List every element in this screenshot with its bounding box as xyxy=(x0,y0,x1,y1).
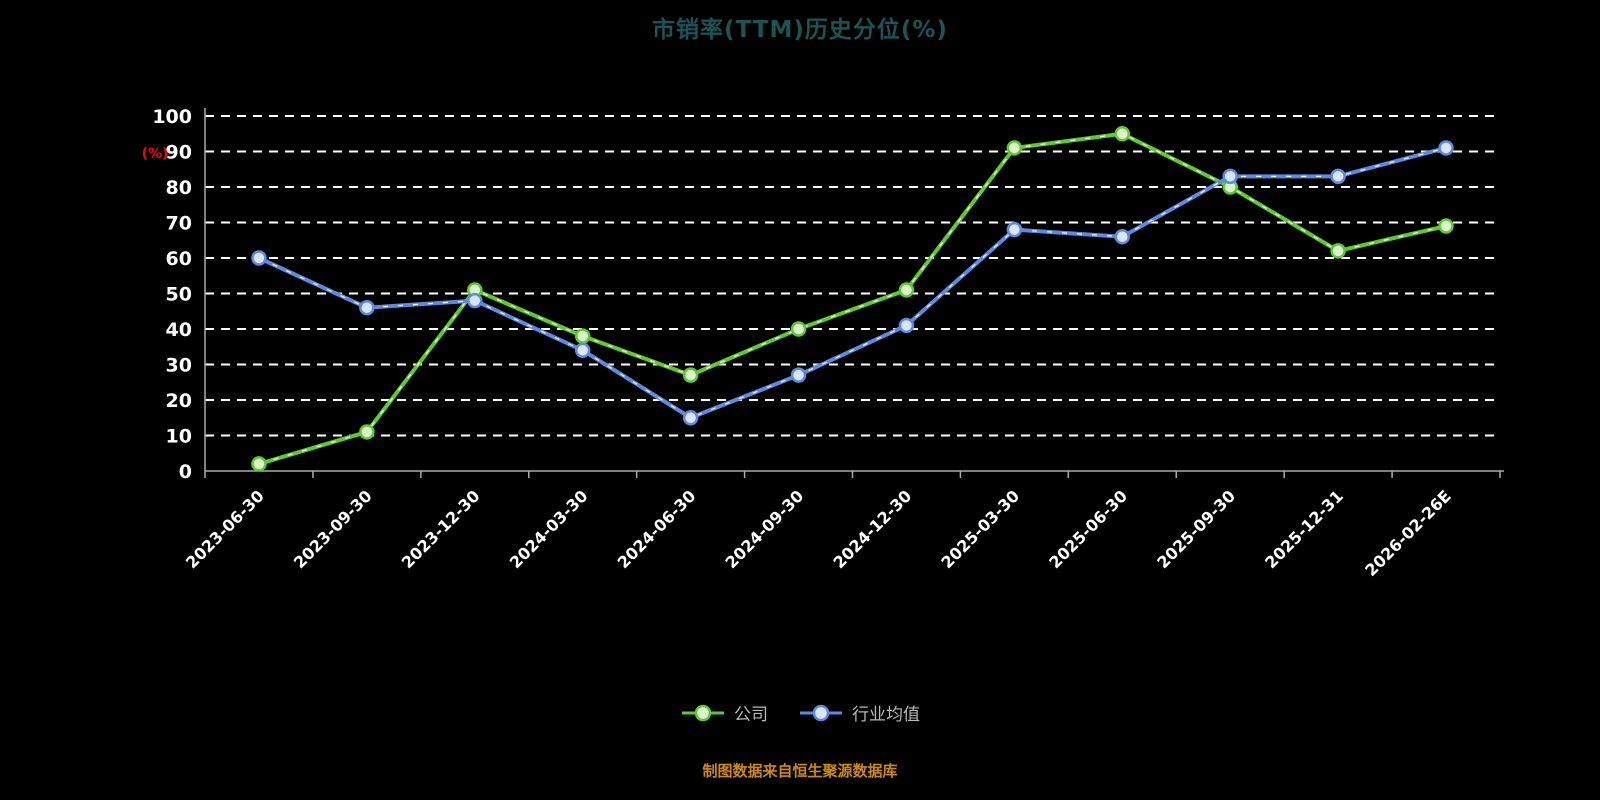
data-point-industry xyxy=(1438,140,1454,156)
data-point-company xyxy=(1114,126,1131,142)
x-tick-label: 2025-09-30 xyxy=(1153,486,1239,572)
y-tick-label: 60 xyxy=(166,248,192,270)
data-point-industry xyxy=(359,299,375,316)
y-tick-label: 10 xyxy=(166,426,192,448)
data-point-company xyxy=(359,424,375,440)
legend-marker-icon xyxy=(800,704,842,721)
data-point-company xyxy=(251,456,267,472)
y-tick-label: 90 xyxy=(166,142,192,164)
data-point-industry xyxy=(467,292,483,309)
y-tick-label: 30 xyxy=(166,355,192,377)
x-tick-label: 2025-03-30 xyxy=(937,486,1023,572)
data-point-company xyxy=(1006,140,1023,156)
x-tick-label: 2023-09-30 xyxy=(290,486,376,572)
data-point-industry xyxy=(682,410,699,426)
x-tick-label: 2026-02-26E xyxy=(1361,486,1455,580)
legend-item-industry[interactable]: 行业均值 xyxy=(798,700,920,725)
y-tick-label: 20 xyxy=(166,390,192,412)
data-point-company xyxy=(1438,218,1454,234)
x-tick-label: 2024-03-30 xyxy=(506,486,592,572)
y-axis-unit-label: (%) xyxy=(142,146,169,162)
x-tick-label: 2023-12-30 xyxy=(398,486,484,572)
x-tick-label: 2025-06-30 xyxy=(1045,486,1131,572)
data-point-industry xyxy=(251,250,267,266)
data-point-company xyxy=(1330,243,1346,259)
data-point-industry xyxy=(790,367,807,383)
data-point-company xyxy=(682,367,699,383)
data-point-industry xyxy=(1222,168,1238,185)
series-line-dash-overlay xyxy=(258,133,1447,465)
data-point-industry xyxy=(1330,168,1346,185)
x-tick-label: 2024-09-30 xyxy=(722,486,808,572)
series-line-industry xyxy=(256,145,1449,420)
data-point-company xyxy=(790,321,807,337)
data-point-industry xyxy=(1114,228,1131,245)
x-tick-label: 2024-12-30 xyxy=(829,486,915,572)
chart-legend: 公司 行业均值 xyxy=(0,700,1600,725)
data-point-industry xyxy=(898,317,915,334)
data-point-company xyxy=(574,328,591,344)
y-tick-label: 80 xyxy=(166,177,192,199)
x-tick-label: 2024-06-30 xyxy=(614,486,700,572)
data-point-industry xyxy=(574,342,591,359)
x-tick-label: 2023-06-30 xyxy=(182,486,268,572)
y-tick-label: 70 xyxy=(166,213,192,235)
legend-marker-icon xyxy=(682,704,724,721)
legend-label: 行业均值 xyxy=(852,705,920,725)
series-line-company xyxy=(256,131,1449,466)
data-source-note: 制图数据来自恒生聚源数据库 xyxy=(702,762,898,780)
x-tick-label: 2025-12-31 xyxy=(1261,486,1347,572)
y-tick-label: 50 xyxy=(166,284,192,306)
data-point-company xyxy=(898,282,915,298)
chart-title: 市销率(TTM)历史分位(%) xyxy=(652,17,948,43)
data-point-industry xyxy=(1006,221,1023,238)
legend-item-company[interactable]: 公司 xyxy=(680,700,768,725)
y-tick-label: 0 xyxy=(179,461,192,483)
legend-label: 公司 xyxy=(734,705,768,725)
series-line-dash-overlay xyxy=(258,147,1447,419)
y-tick-label: 100 xyxy=(152,106,192,128)
y-tick-label: 40 xyxy=(166,319,192,341)
